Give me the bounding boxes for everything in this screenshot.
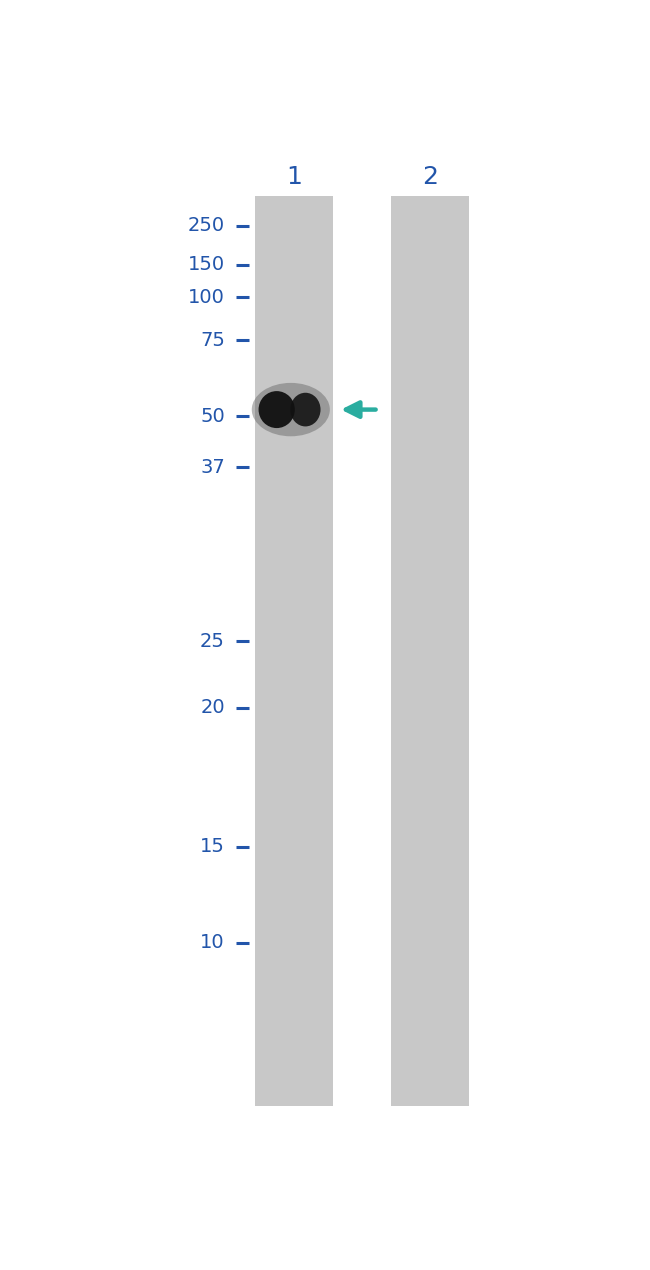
Bar xyxy=(255,197,333,1106)
Bar xyxy=(391,197,469,1106)
Text: 15: 15 xyxy=(200,837,225,856)
Text: 100: 100 xyxy=(188,287,225,306)
Ellipse shape xyxy=(259,391,295,428)
Text: 2: 2 xyxy=(422,165,438,189)
Ellipse shape xyxy=(291,392,320,427)
Text: 25: 25 xyxy=(200,632,225,650)
Text: 1: 1 xyxy=(287,165,302,189)
Text: 10: 10 xyxy=(200,933,225,952)
Text: 20: 20 xyxy=(200,698,225,718)
Text: 75: 75 xyxy=(200,330,225,349)
Text: 37: 37 xyxy=(200,457,225,476)
Ellipse shape xyxy=(252,382,330,437)
Text: 250: 250 xyxy=(188,216,225,235)
Text: 50: 50 xyxy=(200,406,225,425)
Text: 150: 150 xyxy=(188,255,225,274)
